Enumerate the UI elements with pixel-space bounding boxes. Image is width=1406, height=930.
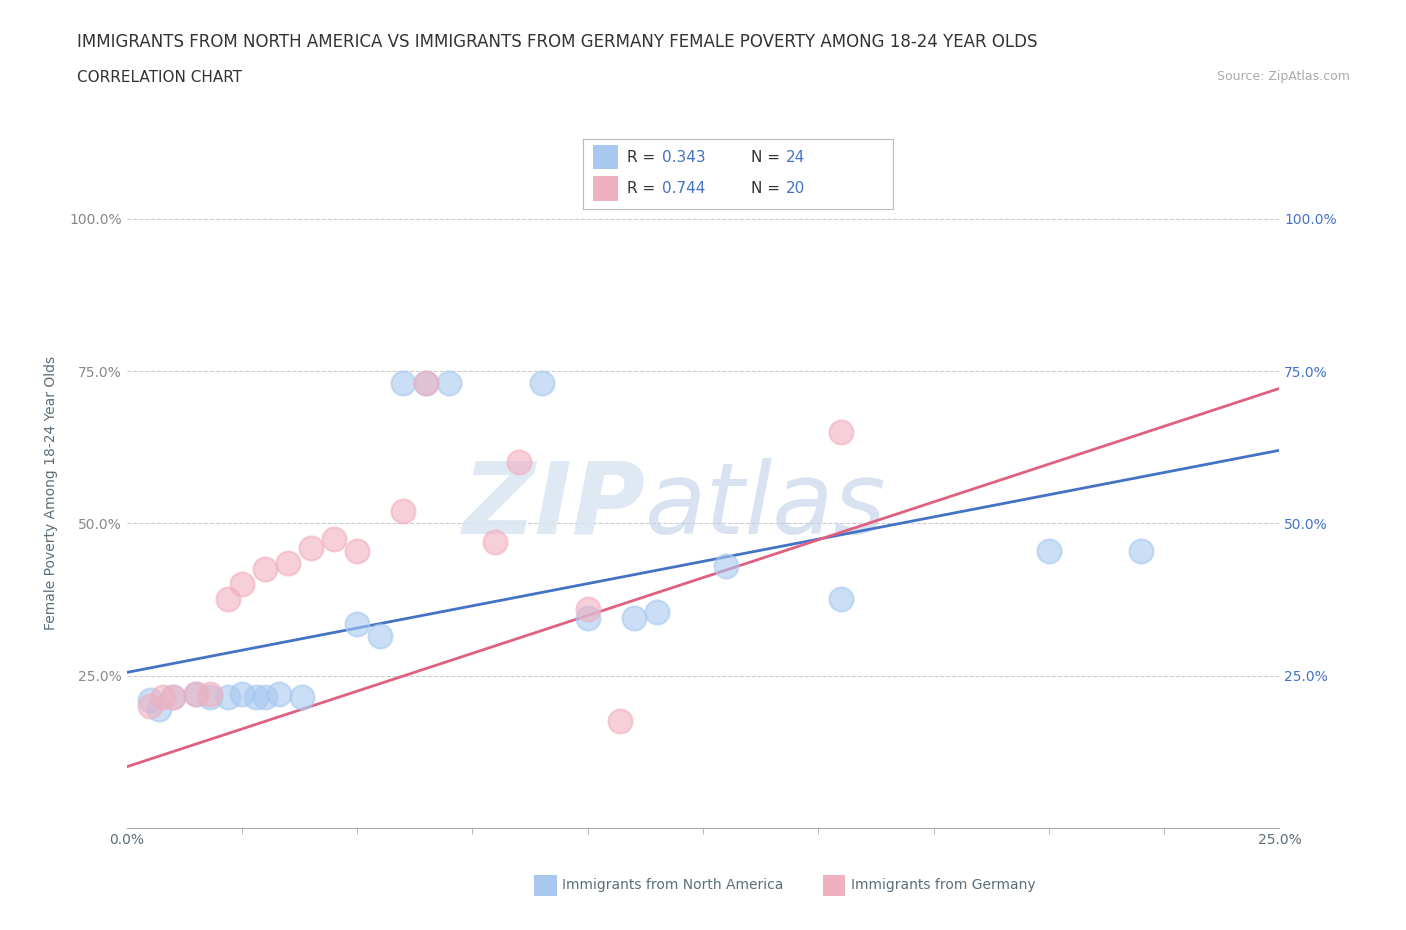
Point <box>162 689 184 704</box>
Point <box>184 686 207 701</box>
Point <box>645 604 668 619</box>
Point <box>217 592 239 607</box>
Point <box>231 686 253 701</box>
Text: Immigrants from Germany: Immigrants from Germany <box>851 878 1035 893</box>
Point <box>392 376 415 391</box>
Bar <box>593 145 617 169</box>
Text: 0.744: 0.744 <box>662 180 706 196</box>
Point <box>415 376 437 391</box>
Point <box>508 455 530 470</box>
Text: atlas: atlas <box>645 458 887 555</box>
Point <box>439 376 461 391</box>
Point <box>148 701 170 716</box>
Point <box>830 425 852 440</box>
Point <box>609 713 631 728</box>
Text: 0.343: 0.343 <box>662 150 706 165</box>
Bar <box>593 177 617 201</box>
Point <box>152 689 174 704</box>
Point <box>198 689 221 704</box>
Point <box>830 592 852 607</box>
Point <box>576 610 599 625</box>
Text: R =: R = <box>627 180 659 196</box>
Point <box>299 540 322 555</box>
Text: ZIP: ZIP <box>463 458 645 555</box>
Point <box>714 559 737 574</box>
Point <box>346 543 368 558</box>
Text: 20: 20 <box>786 180 806 196</box>
Point <box>576 601 599 616</box>
Text: IMMIGRANTS FROM NORTH AMERICA VS IMMIGRANTS FROM GERMANY FEMALE POVERTY AMONG 18: IMMIGRANTS FROM NORTH AMERICA VS IMMIGRA… <box>77 33 1038 50</box>
Point <box>323 531 346 546</box>
Point <box>368 629 391 644</box>
Point <box>267 686 290 701</box>
Point <box>1038 543 1060 558</box>
Text: N =: N = <box>751 180 785 196</box>
Text: N =: N = <box>751 150 785 165</box>
Point <box>415 376 437 391</box>
Text: CORRELATION CHART: CORRELATION CHART <box>77 70 242 85</box>
Point <box>138 693 160 708</box>
Point <box>484 534 506 549</box>
Point <box>291 689 314 704</box>
Point <box>253 562 276 577</box>
Point <box>253 689 276 704</box>
Point <box>392 504 415 519</box>
Point <box>162 689 184 704</box>
Y-axis label: Female Poverty Among 18-24 Year Olds: Female Poverty Among 18-24 Year Olds <box>44 356 58 630</box>
Point <box>346 617 368 631</box>
Point <box>245 689 267 704</box>
Point <box>198 686 221 701</box>
Point <box>184 686 207 701</box>
Text: Immigrants from North America: Immigrants from North America <box>562 878 783 893</box>
Point <box>1130 543 1153 558</box>
Text: R =: R = <box>627 150 659 165</box>
Text: 24: 24 <box>786 150 806 165</box>
Point <box>231 577 253 591</box>
Point <box>138 698 160 713</box>
Point <box>217 689 239 704</box>
Point <box>623 610 645 625</box>
Point <box>277 555 299 570</box>
Point <box>530 376 553 391</box>
Text: Source: ZipAtlas.com: Source: ZipAtlas.com <box>1216 70 1350 83</box>
